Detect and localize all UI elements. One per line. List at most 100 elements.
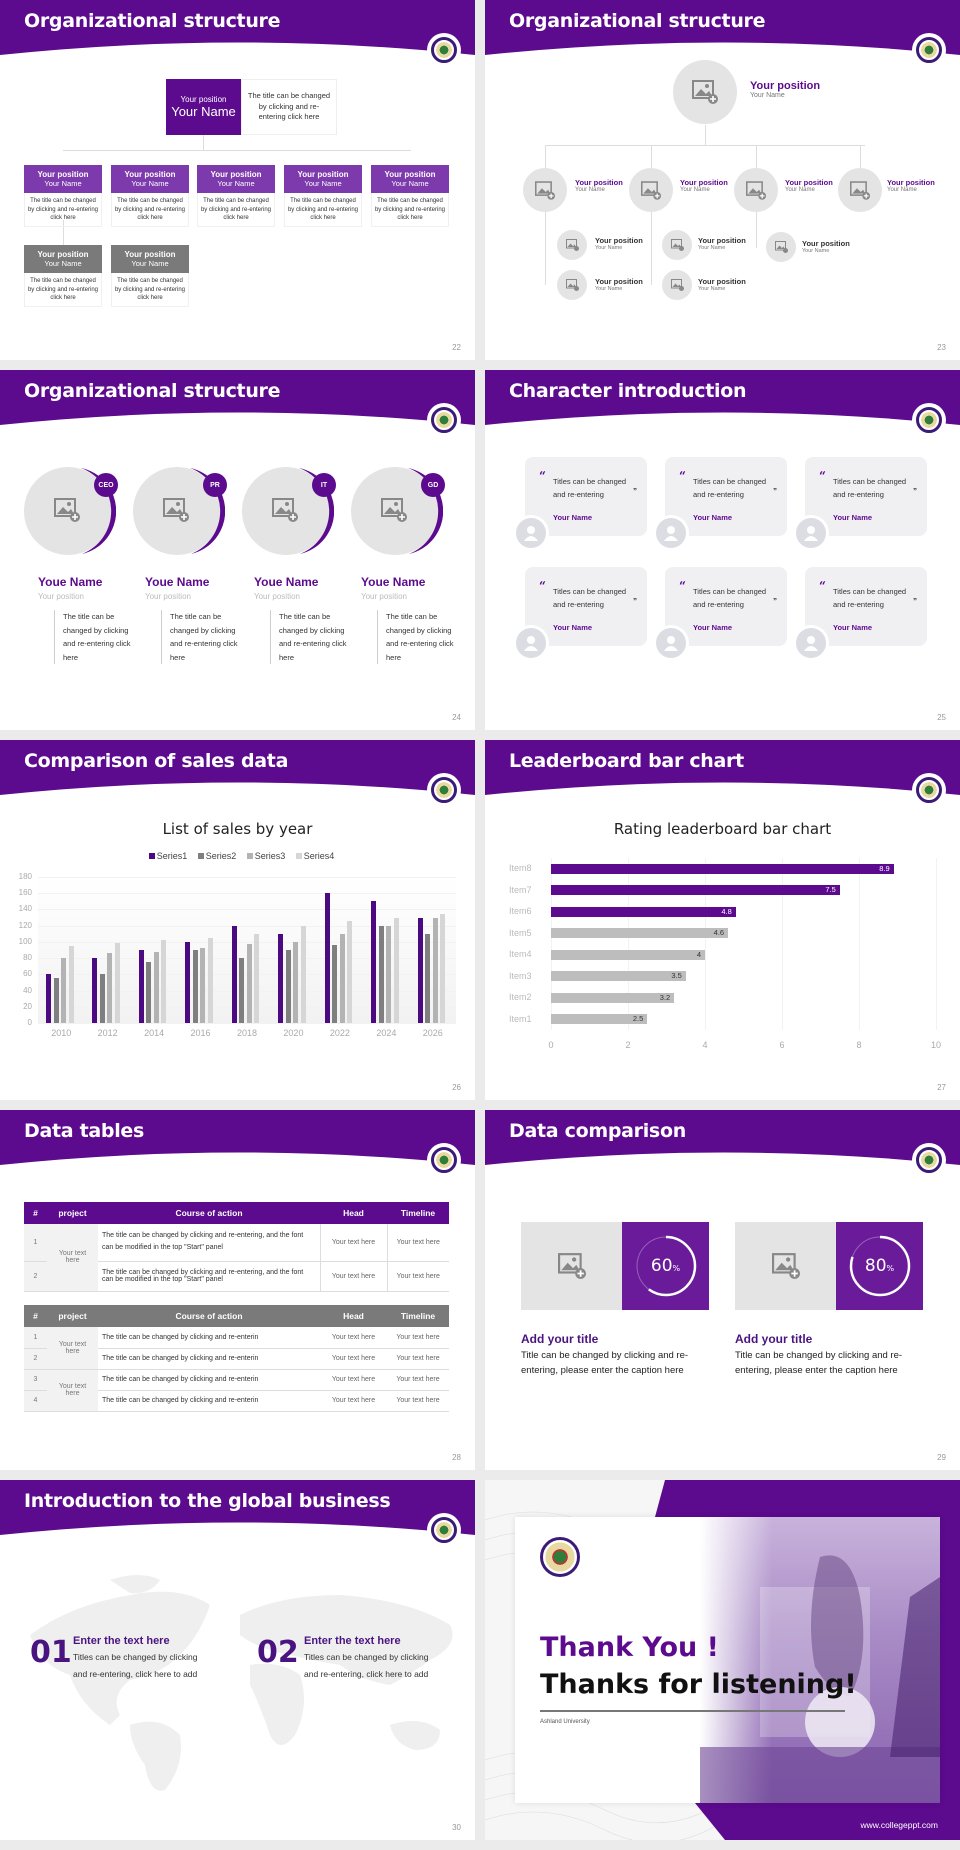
table-row[interactable]: 3 Your text here The title can be change… <box>24 1369 449 1412</box>
position-text: Your position Your Name <box>887 178 935 193</box>
avatar <box>513 625 549 661</box>
bar <box>254 933 260 1023</box>
slide-title: Organizational structure <box>24 380 281 402</box>
bar <box>339 933 345 1023</box>
open-quote-icon: “ <box>819 579 826 593</box>
user-icon <box>524 636 538 651</box>
thank-you-heading: Thank You ! <box>540 1632 719 1663</box>
progress-value: 60% <box>650 1256 681 1276</box>
university-logo <box>427 403 461 437</box>
bar <box>114 942 120 1023</box>
photo-placeholder[interactable] <box>521 1222 622 1310</box>
bar <box>53 978 59 1023</box>
y-tick: 40 <box>23 985 32 995</box>
org-card[interactable]: Your position Your Name The title can be … <box>371 165 449 227</box>
photo-placeholder[interactable] <box>734 168 778 212</box>
bar <box>386 925 392 1023</box>
page-number: 25 <box>937 713 946 722</box>
item-title: Enter the text here <box>73 1635 170 1647</box>
member-desc: The title can be changed by clicking and… <box>161 610 241 664</box>
org-card[interactable]: Your position Your Name The title can be … <box>24 165 102 227</box>
slide-header: Leaderboard bar chart <box>485 740 960 807</box>
photo-placeholder[interactable] <box>838 168 882 212</box>
photo-placeholder[interactable] <box>662 230 692 260</box>
legend-swatch <box>148 853 155 859</box>
university-logo <box>912 403 946 437</box>
slide-30[interactable]: Introduction to the global business 01 E… <box>0 1480 475 1840</box>
position-text: Your position Your Name <box>595 236 643 251</box>
bar <box>61 958 66 1023</box>
user-icon <box>524 526 538 541</box>
photo-placeholder[interactable] <box>523 168 567 212</box>
x-tick: 2022 <box>329 1028 350 1038</box>
x-tick: 4 <box>702 1040 708 1050</box>
close-quote-icon: ” <box>913 487 917 496</box>
photo-placeholder[interactable] <box>557 230 587 260</box>
progress-ring <box>635 1235 696 1297</box>
org-card[interactable]: Your position Your Name The title can be … <box>197 165 275 227</box>
close-quote-icon: ” <box>633 487 637 496</box>
slide-header: Organizational structure <box>0 0 475 67</box>
photo-placeholder[interactable] <box>766 232 796 262</box>
bar <box>231 925 237 1023</box>
item-text: Titles can be changed by clicking and re… <box>73 1652 198 1679</box>
connector <box>545 145 865 146</box>
photo-placeholder[interactable] <box>557 270 587 300</box>
photo-placeholder[interactable] <box>735 1222 836 1310</box>
slide-title: Comparison of sales data <box>24 750 289 772</box>
close-quote-icon: ” <box>773 597 777 606</box>
page-number: 29 <box>937 1453 946 1462</box>
website-link[interactable]: www.collegeppt.com <box>860 1820 938 1830</box>
slide-29[interactable]: Data comparison 60% Add your title Title… <box>485 1110 960 1470</box>
page-number: 28 <box>452 1453 461 1462</box>
slide-thank-you[interactable]: Thank You ! Thanks for listening! Ashlan… <box>485 1480 960 1840</box>
slide-22[interactable]: Organizational structure Your position Y… <box>0 0 475 360</box>
close-quote-icon: ” <box>773 487 777 496</box>
slide-25[interactable]: Character introduction “ Titles can be c… <box>485 370 960 730</box>
org-card[interactable]: Your position Your Name The title can be … <box>284 165 362 227</box>
y-tick: 180 <box>18 872 32 881</box>
photo-placeholder[interactable] <box>629 168 673 212</box>
table-row[interactable]: 2 The title can be changed by clicking a… <box>24 1261 449 1292</box>
org-card[interactable]: Your position Your Name The title can be … <box>111 165 189 227</box>
org-top-desc[interactable]: The title can be changed by clicking and… <box>241 79 337 135</box>
photo-placeholder[interactable] <box>673 60 737 124</box>
thanks-listening-heading: Thanks for listening! <box>540 1669 857 1700</box>
slide-24[interactable]: Organizational structure CEO Youe Name Y… <box>0 370 475 730</box>
org-card[interactable]: Your position Your Name The title can be … <box>111 245 189 307</box>
chart-legend: Series1 Series2 Series3 Series4 <box>0 851 475 861</box>
y-tick: 140 <box>18 904 32 914</box>
member-name: Youe Name <box>38 575 103 589</box>
bar <box>107 953 113 1023</box>
open-quote-icon: “ <box>819 469 826 483</box>
slide-title: Organizational structure <box>24 10 281 32</box>
bar <box>138 950 144 1023</box>
x-tick: 8 <box>856 1040 862 1050</box>
close-quote-icon: ” <box>913 597 917 606</box>
bar <box>99 974 105 1023</box>
bar: 4 <box>551 949 705 960</box>
table-row[interactable]: 1 Your text here The title can be change… <box>24 1327 449 1370</box>
bar <box>378 925 384 1023</box>
bar <box>300 925 306 1023</box>
open-quote-icon: “ <box>539 579 546 593</box>
slide-header: Organizational structure <box>0 370 475 437</box>
table-row[interactable]: 4 The title can be changed by clicking a… <box>24 1390 449 1412</box>
table-row[interactable]: 2 The title can be changed by clicking a… <box>24 1348 449 1370</box>
member-desc: The title can be changed by clicking and… <box>377 610 457 664</box>
slide-28[interactable]: Data tables # project Course of action H… <box>0 1110 475 1470</box>
org-card[interactable]: Your position Your Name The title can be … <box>24 245 102 307</box>
org-top-box[interactable]: Your position Your Name <box>166 79 241 135</box>
page-number: 23 <box>937 343 946 352</box>
photo-placeholder[interactable] <box>662 270 692 300</box>
slide-23[interactable]: Organizational structure Your position Y… <box>485 0 960 360</box>
bar <box>324 893 330 1023</box>
slide-26[interactable]: Comparison of sales data List of sales b… <box>0 740 475 1100</box>
table-row[interactable]: 1 Your text here The title can be change… <box>24 1224 449 1292</box>
slide-header: Introduction to the global business <box>0 1480 475 1547</box>
bar <box>161 940 167 1023</box>
user-icon <box>804 636 818 651</box>
university-logo <box>427 773 461 807</box>
slide-27[interactable]: Leaderboard bar chart Rating leaderboard… <box>485 740 960 1100</box>
data-table-2: # project Course of action Head Timeline… <box>24 1305 449 1412</box>
